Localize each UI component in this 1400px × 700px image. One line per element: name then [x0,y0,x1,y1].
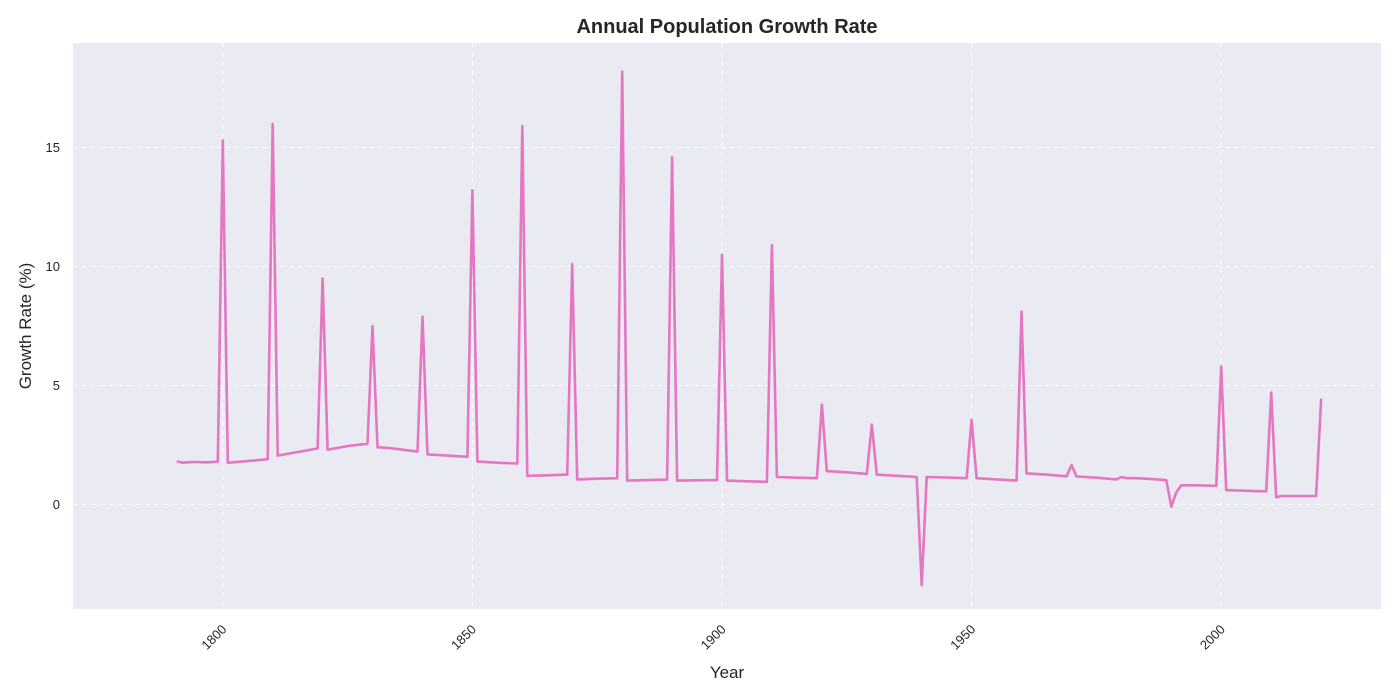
x-tick-label: 2000 [1197,622,1228,653]
y-tick-label: 0 [53,497,60,512]
x-axis-title: Year [710,663,745,682]
y-axis-title: Growth Rate (%) [16,263,35,390]
x-tick-label: 1950 [947,622,978,653]
chart-title: Annual Population Growth Rate [576,16,877,38]
x-tick-label: 1800 [198,622,229,653]
plot-area [73,43,1381,609]
x-tick-label: 1900 [698,622,729,653]
y-tick-label: 10 [46,259,60,274]
y-tick-label: 5 [53,378,60,393]
y-tick-label: 15 [46,140,60,155]
series-layer [176,70,1323,587]
grid [73,43,1381,609]
x-tick-label: 1850 [448,622,479,653]
growth-rate-series-line [176,70,1323,587]
